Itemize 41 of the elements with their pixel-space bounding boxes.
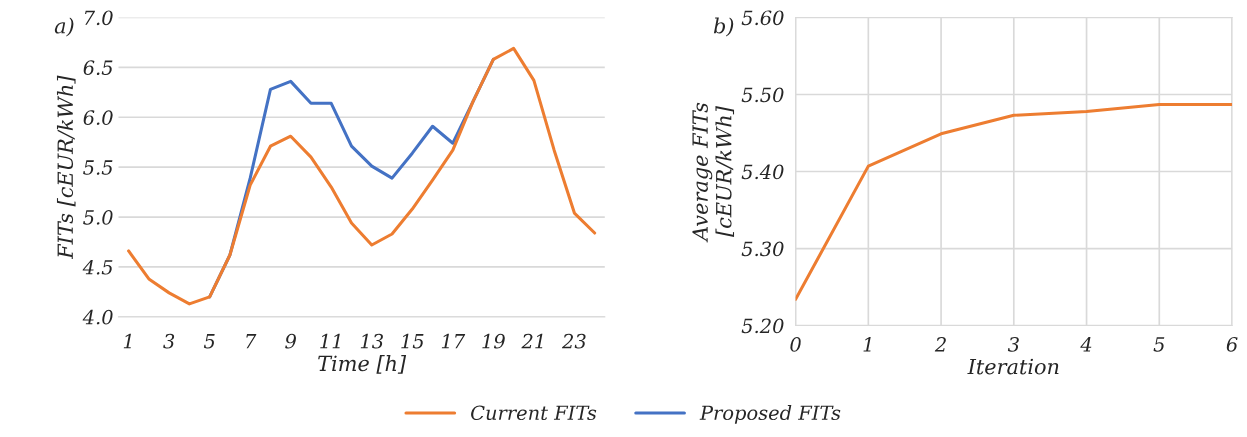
y-tick-label: 5.40 [741, 164, 784, 180]
x-tick-label: 1 [123, 333, 131, 349]
y-tick-label: 5.20 [741, 318, 784, 334]
y-tick-label: 5.50 [741, 87, 784, 103]
y-tick-label: 4.5 [82, 259, 113, 275]
x-tick-label: 15 [401, 333, 424, 349]
x-tick-label: 2 [934, 337, 946, 352]
x-axis-title: Time [h] [318, 355, 407, 374]
x-tick-label: 23 [561, 333, 586, 349]
legend-label: Proposed FITs [699, 405, 841, 424]
x-tick-label: 3 [1007, 337, 1019, 352]
y-tick-label: 5.60 [741, 10, 784, 26]
x-tick-label: 21 [521, 333, 543, 349]
y-tick-label: 6.0 [83, 110, 113, 125]
legend-label: Current FITs [471, 405, 597, 421]
x-tick-label: 0 [790, 337, 801, 352]
x-tick-label: 5 [203, 334, 215, 349]
y-tick-label: 5.0 [83, 210, 113, 225]
y-axis-title: FITs [cEUR/kWh] [56, 75, 76, 260]
y-tick-label: 6.5 [83, 60, 113, 76]
y-axis-title: Average FITs [cEUR/kWh] [692, 102, 735, 243]
x-tick-label: 9 [285, 333, 296, 349]
y-tick-label: 5.5 [83, 160, 113, 175]
y-tick-label: 5.30 [741, 241, 784, 257]
y-tick-label: 4.0 [82, 309, 113, 325]
y-tick-label: 7.0 [85, 10, 113, 26]
x-axis-title: Iteration [967, 358, 1059, 375]
x-tick-label: 19 [482, 333, 505, 349]
chart-title: a) [54, 17, 74, 37]
x-tick-label: 5 [1153, 337, 1165, 352]
line-series [795, 102, 1233, 301]
x-tick-label: 13 [360, 333, 383, 349]
x-tick-label: 6 [1226, 337, 1238, 352]
x-tick-label: 17 [441, 333, 466, 349]
x-tick-label: 1 [863, 337, 871, 352]
chart-title: b) [713, 17, 734, 37]
line-series [127, 46, 597, 306]
x-tick-label: 4 [1080, 337, 1092, 352]
x-tick-label: 3 [163, 333, 175, 349]
x-tick-label: 7 [246, 334, 257, 349]
x-tick-label: 11 [320, 333, 340, 349]
